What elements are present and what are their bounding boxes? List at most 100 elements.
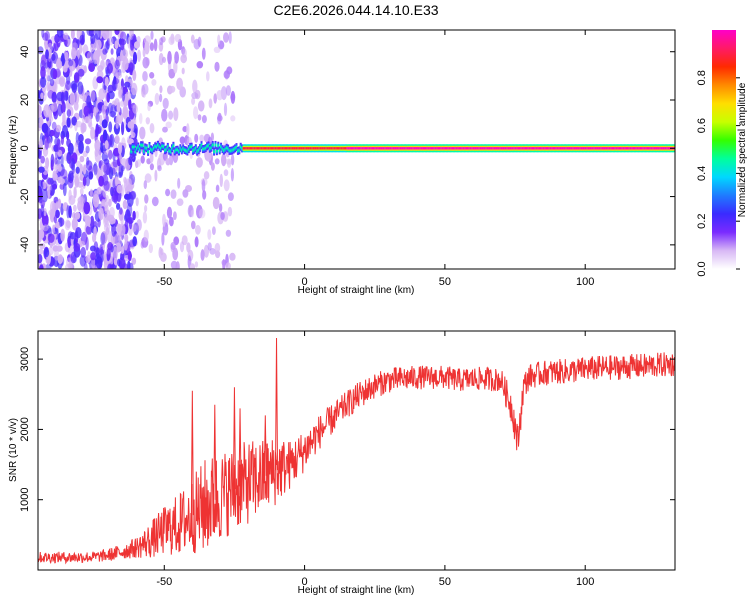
heatmap-line-cell: [211, 143, 214, 147]
heatmap-line-cell: [335, 147, 338, 150]
heatmap-cell: [69, 92, 76, 106]
heatmap-cell: [122, 199, 128, 210]
heatmap-panel: -50 0 50 100 -40 -20 0 20 40 Height of straight…: [8, 29, 676, 296]
heatmap-cell: [75, 166, 80, 174]
heatmap-line-cell: [241, 147, 244, 150]
heatmap-cell: [208, 98, 213, 109]
heatmap-cell: [160, 248, 164, 256]
heatmap-line-cell: [323, 147, 326, 150]
heatmap-cell: [221, 153, 227, 167]
heatmap-cell: [66, 204, 70, 219]
heatmap-cell: [95, 256, 103, 269]
heatmap-line-cell: [597, 147, 600, 150]
heatmap-line-cell: [541, 147, 544, 150]
heatmap-cell: [144, 35, 151, 46]
heatmap-line-cell: [583, 147, 586, 150]
heatmap-line-cell: [253, 147, 256, 150]
heatmap-line-cell: [374, 147, 377, 150]
heatmap-cell: [66, 138, 71, 148]
heatmap-line-cell: [262, 147, 265, 150]
heatmap-cell: [80, 246, 86, 258]
heatmap-line-cell: [453, 147, 455, 150]
heatmap-line-cell: [189, 145, 192, 149]
heatmap-cell: [66, 109, 72, 118]
heatmap-line-cell: [478, 147, 481, 150]
heatmap-cell: [45, 49, 49, 60]
heatmap-line-cell: [164, 149, 166, 152]
heatmap-cell: [47, 185, 51, 199]
heatmap-cell: [44, 248, 50, 258]
heatmap-line-cell: [611, 147, 614, 150]
heatmap-cell: [201, 179, 206, 193]
colorbar-tick-label: 0.8: [696, 70, 708, 85]
heatmap-line-cell: [458, 147, 461, 150]
heatmap-line-cell: [302, 147, 305, 150]
heatmap-cell: [112, 246, 118, 260]
heatmap-line-cell: [621, 147, 624, 150]
heatmap-cell: [191, 220, 196, 230]
snr-x-ticks: -50 0 50 100: [156, 331, 594, 588]
heatmap-line-cell: [387, 147, 390, 150]
heatmap-cell: [150, 30, 154, 40]
heatmap-cell: [68, 59, 74, 67]
heatmap-line-cell: [162, 145, 165, 148]
heatmap-cell: [99, 114, 103, 126]
heatmap-cell: [108, 134, 113, 146]
heatmap-cell: [96, 48, 101, 60]
heatmap-cell: [135, 210, 139, 219]
heatmap-cell: [85, 236, 89, 251]
heatmap-cell: [51, 53, 56, 61]
heatmap-line-cell: [401, 147, 404, 150]
heatmap-cell: [166, 206, 173, 219]
heatmap-cell: [94, 149, 102, 163]
x-tick-label: 0: [302, 576, 308, 588]
heatmap-cell: [46, 81, 51, 92]
heatmap-cell: [114, 176, 119, 187]
heatmap-line-cell: [196, 150, 199, 153]
heatmap-cell: [228, 31, 232, 44]
heatmap-cell: [173, 107, 179, 121]
heatmap-line-cell: [207, 144, 210, 147]
heatmap-line-cell: [521, 147, 524, 150]
heatmap-cell: [54, 157, 58, 165]
heatmap-cell: [47, 233, 55, 243]
heatmap-y-axis-label: Frequency (Hz): [8, 116, 19, 185]
heatmap-cell: [64, 51, 69, 61]
heatmap-line-cell: [210, 146, 213, 149]
heatmap-line-cell: [545, 147, 548, 150]
heatmap-cell: [127, 121, 134, 129]
heatmap-cell: [85, 225, 92, 235]
heatmap-cell: [79, 34, 85, 46]
heatmap-cell: [168, 68, 176, 79]
heatmap-cell: [116, 102, 121, 114]
heatmap-cell: [108, 36, 114, 46]
heatmap-line-cell: [513, 147, 516, 150]
heatmap-cell: [194, 261, 199, 268]
heatmap-line-cell: [140, 144, 143, 147]
heatmap-cell: [103, 180, 110, 191]
heatmap-line-cell: [582, 147, 585, 150]
heatmap-cell: [73, 173, 81, 186]
heatmap-cell: [92, 193, 100, 208]
heatmap-cell: [130, 190, 137, 200]
heatmap-line-cell: [242, 147, 245, 150]
heatmap-cell: [173, 211, 177, 221]
heatmap-line-cell: [193, 148, 196, 152]
heatmap-line-cell: [373, 147, 375, 150]
heatmap-cell: [104, 76, 109, 87]
heatmap-line-cell: [332, 147, 335, 150]
heatmap-line-cell: [475, 147, 478, 150]
heatmap-cell: [217, 34, 221, 45]
heatmap-cell: [94, 139, 101, 152]
x-tick-label: 50: [439, 276, 451, 288]
snr-spike: [232, 387, 236, 490]
heatmap-cell: [73, 242, 81, 252]
heatmap-line-cell: [197, 149, 200, 152]
heatmap-cell: [120, 215, 124, 226]
heatmap-cell: [177, 177, 181, 189]
heatmap-line-cell: [530, 147, 533, 150]
heatmap-line-cell: [360, 147, 363, 150]
heatmap-line-cell: [180, 149, 183, 152]
heatmap-line-cell: [134, 150, 137, 153]
heatmap-line-cell: [656, 147, 659, 150]
